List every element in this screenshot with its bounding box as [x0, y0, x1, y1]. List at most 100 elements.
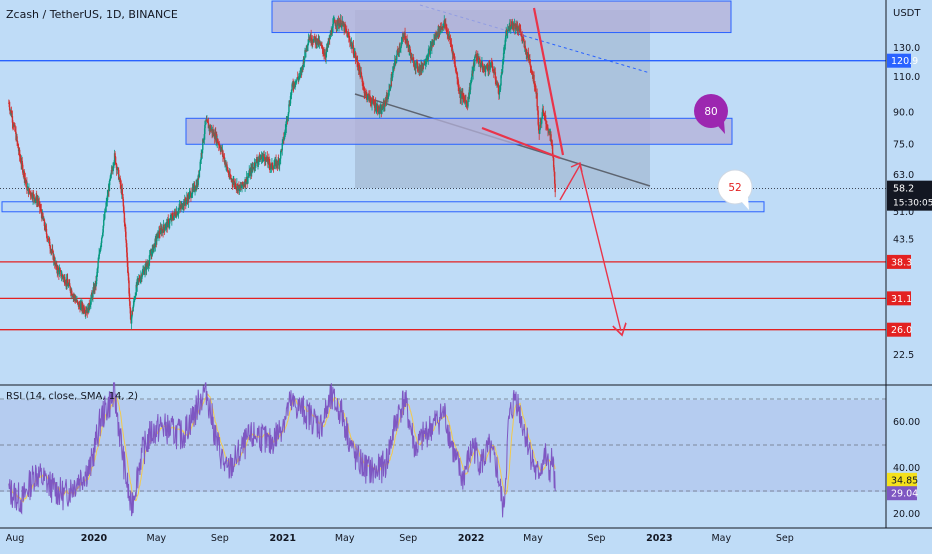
candle — [17, 143, 19, 149]
candle — [464, 94, 467, 108]
candle — [545, 115, 547, 131]
candle — [145, 261, 148, 275]
candle — [463, 93, 465, 104]
candle — [542, 105, 545, 117]
rsi-line — [8, 382, 556, 518]
candle — [119, 175, 121, 190]
candle — [103, 213, 105, 229]
svg-text:31.1: 31.1 — [891, 294, 912, 305]
candle — [259, 154, 261, 163]
candle — [548, 128, 550, 136]
candle — [10, 106, 13, 118]
rsi-tick-label: 20.00 — [893, 509, 920, 520]
candle — [375, 102, 378, 115]
candle — [115, 162, 118, 176]
candle — [133, 295, 135, 305]
candle — [223, 153, 226, 165]
candle — [465, 94, 467, 101]
candle — [146, 261, 148, 267]
candle — [337, 15, 340, 30]
candle — [169, 218, 171, 229]
candle — [200, 149, 202, 165]
candle — [408, 44, 410, 56]
candle — [299, 70, 301, 80]
candle — [49, 245, 52, 253]
candle — [280, 149, 282, 165]
candle — [295, 80, 297, 85]
candle — [515, 20, 517, 29]
candle — [266, 151, 268, 162]
candle — [93, 283, 96, 295]
candle — [320, 42, 323, 49]
candle — [108, 179, 111, 192]
candle — [46, 233, 48, 242]
candle — [486, 62, 489, 72]
candle — [446, 27, 449, 40]
candle — [451, 44, 454, 60]
candle — [355, 52, 357, 62]
candle — [332, 18, 334, 33]
candle — [232, 176, 234, 185]
candle — [468, 83, 471, 99]
candle — [409, 46, 411, 54]
candle — [498, 85, 501, 99]
candle — [66, 273, 69, 284]
time-tick-label: May — [523, 533, 543, 544]
candle — [164, 222, 166, 231]
candle — [268, 156, 271, 171]
candle — [289, 92, 292, 106]
candle — [363, 86, 365, 99]
candle — [35, 190, 38, 208]
time-tick-label: Sep — [399, 533, 417, 544]
candle — [79, 299, 82, 311]
red-trend-segment-b — [532, 7, 565, 156]
candle — [91, 290, 93, 296]
candle — [336, 25, 338, 32]
candle — [113, 149, 116, 166]
candle — [481, 60, 484, 73]
currency-label: USDT — [893, 8, 921, 19]
candle — [342, 20, 344, 27]
candle — [456, 71, 458, 85]
candle — [204, 120, 206, 140]
candle — [400, 36, 403, 49]
candle — [303, 57, 306, 68]
candle — [187, 192, 190, 208]
candle — [106, 190, 109, 207]
candle — [277, 157, 279, 169]
candle — [292, 78, 294, 91]
candle — [412, 54, 415, 61]
candle — [191, 193, 193, 199]
candle — [365, 88, 367, 96]
candle — [284, 124, 287, 138]
note-bubble-52[interactable]: 52 — [717, 169, 753, 210]
candle — [193, 181, 196, 193]
candle — [199, 169, 201, 178]
note-bubble-80[interactable]: 80 — [694, 94, 728, 134]
candle — [523, 36, 525, 43]
candle — [34, 199, 36, 205]
candle — [282, 138, 284, 146]
candle — [388, 83, 390, 97]
candle — [550, 131, 552, 145]
price-tag-26.0: 26.0 — [887, 322, 912, 337]
candle — [333, 15, 335, 25]
candle — [385, 92, 388, 107]
candle — [64, 279, 66, 285]
candle — [489, 62, 491, 73]
candle — [167, 216, 169, 228]
candle — [23, 169, 25, 183]
candle — [26, 182, 29, 192]
candle — [434, 32, 437, 40]
candle — [478, 53, 480, 68]
price-zone-2 — [1, 201, 765, 213]
candle — [48, 236, 51, 247]
candle — [247, 173, 249, 184]
gray-projection-area — [355, 10, 650, 188]
candle — [398, 43, 401, 57]
candle — [176, 211, 178, 216]
candle — [356, 55, 359, 71]
candle — [123, 204, 125, 214]
candle — [424, 58, 427, 70]
